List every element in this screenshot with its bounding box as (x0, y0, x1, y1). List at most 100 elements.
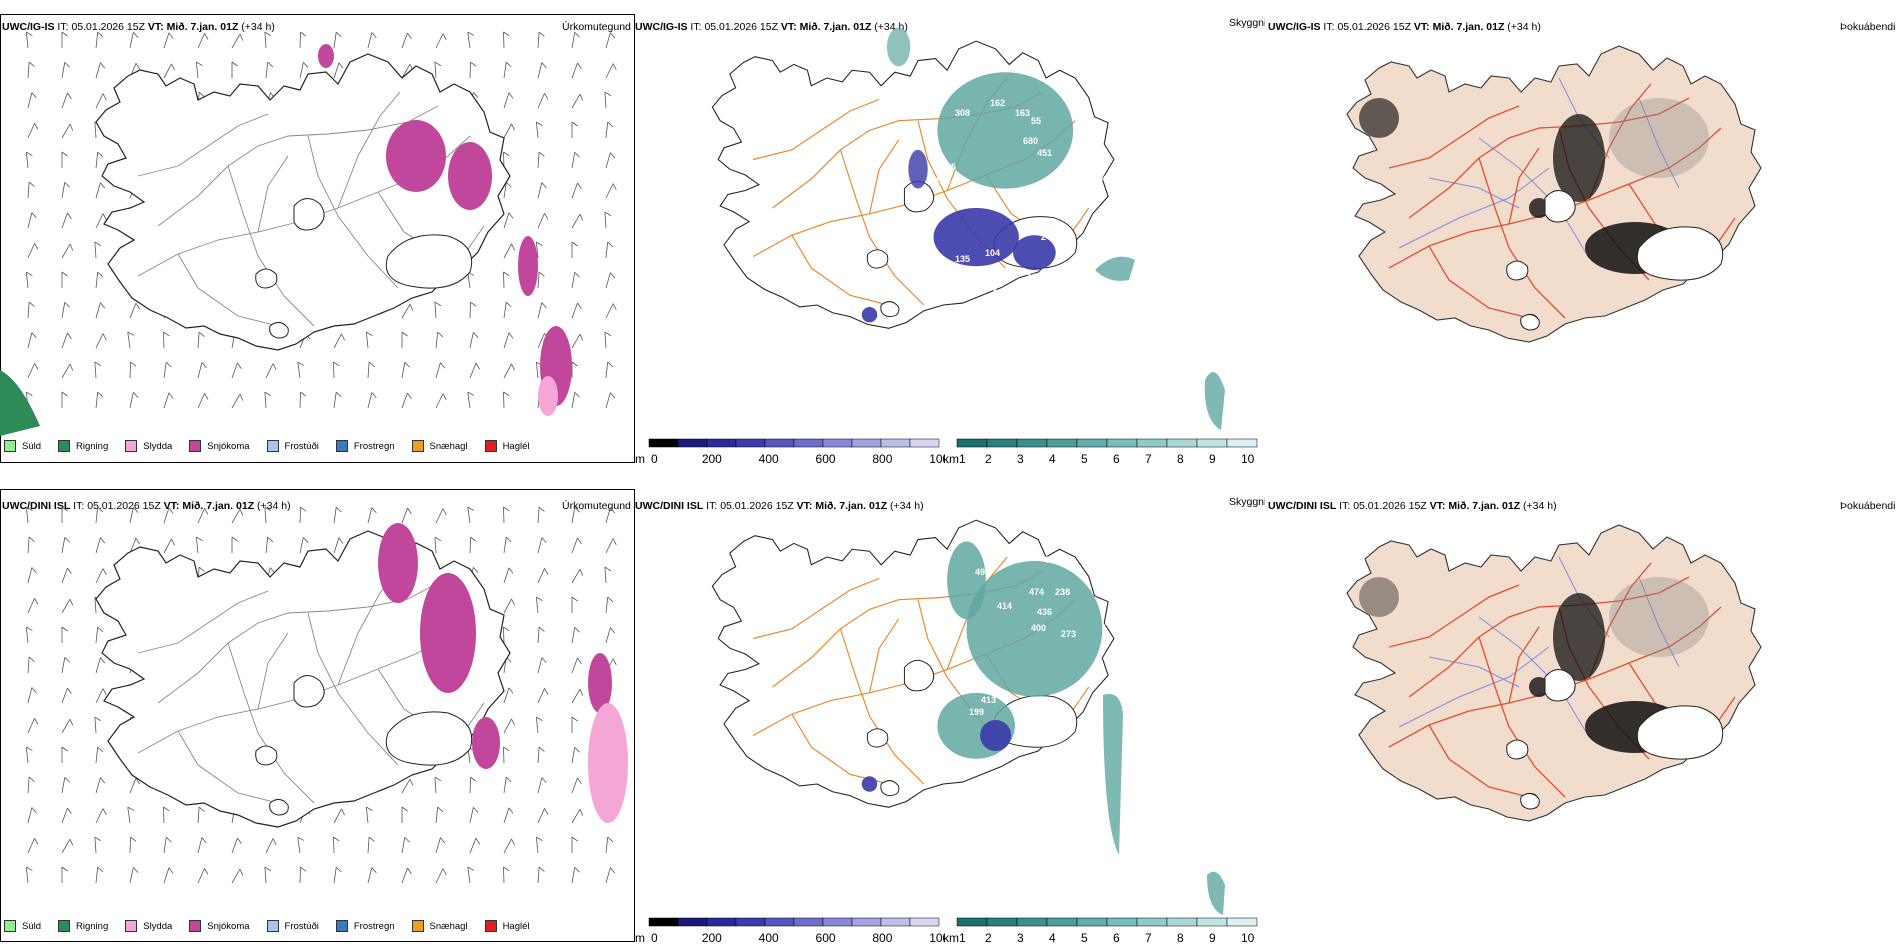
vt-value: Mið. 7.jan. 01Z (799, 21, 872, 33)
wind-barb (231, 536, 238, 553)
legend-item: Haglél (484, 440, 530, 452)
wind-barb (197, 868, 209, 884)
wind-barb (605, 152, 616, 169)
wind-barb (571, 866, 580, 884)
colorbar-segment (1046, 438, 1078, 448)
wind-barb (61, 536, 70, 554)
wind-barb (605, 303, 617, 319)
legend-item: Snæhagl (411, 920, 468, 932)
wind-barb (299, 866, 307, 884)
wind-barb (503, 506, 510, 524)
precip-type-map (0, 14, 635, 463)
wind-barb (537, 808, 549, 824)
model-name: UWC/DINI ISL (2, 500, 71, 512)
colorbar-segment (677, 917, 708, 927)
wind-barb (61, 718, 74, 734)
vt-value: Mið. 7.jan. 01Z (815, 500, 888, 512)
precip-type-legend: Súld Rigning Slydda Snjókoma Frostúði Frostre… (4, 920, 547, 932)
river-line (1428, 656, 1520, 688)
legend-item: Frostregn (335, 440, 395, 452)
wind-barb (27, 243, 39, 259)
wind-barb (27, 301, 35, 319)
road-line (137, 590, 269, 654)
legend-label: Rigning (76, 920, 109, 932)
vt-label: VT: (780, 21, 797, 33)
colorbar-segment (648, 438, 679, 448)
it-value: 05.01.2026 15Z (720, 500, 794, 512)
visibility-colorbar: km 1 2 3 4 5 6 7 8 9 10 (943, 916, 1263, 948)
wind-barb (94, 716, 102, 734)
wind-barb (61, 363, 74, 379)
wind-barb (503, 123, 515, 139)
wind-barb (503, 363, 515, 379)
wind-barb (95, 151, 104, 169)
wind-barb (365, 806, 373, 824)
colorbar-segment (735, 438, 766, 448)
cloud-base-area (861, 306, 878, 323)
wind-barb (503, 807, 514, 824)
colorbar-tick-label: 1000 (929, 452, 945, 466)
colorbar-tick-label: 800 (872, 931, 892, 945)
wind-barb (434, 776, 442, 794)
wind-barb (571, 391, 580, 409)
wind-barb (197, 508, 209, 524)
snow-area (386, 120, 446, 192)
wind-barb (197, 362, 207, 379)
cloud-base-label: 395 (1093, 158, 1108, 168)
wind-barb (469, 61, 477, 79)
cloud-base-label: 218 (1105, 617, 1120, 627)
colorbar-segment (764, 917, 795, 927)
wind-barb (61, 838, 74, 854)
legend-label: Haglél (502, 920, 530, 932)
legend-label: Snæhagl (429, 920, 468, 932)
wind-barb (27, 212, 37, 229)
wind-barb (535, 241, 543, 259)
river-line (1428, 177, 1520, 209)
wind-barb (503, 181, 512, 199)
wind-barb (163, 331, 170, 349)
wind-barb (537, 93, 549, 109)
wind-barb (129, 32, 139, 49)
row2-precip-header: UWC/DINI ISL IT: 05.01.2026 15Z VT: Mið.… (2, 500, 291, 512)
wind-barb (435, 362, 446, 379)
wind-barb (95, 31, 104, 49)
legend-label: Slydda (143, 440, 173, 452)
fog-area (1553, 114, 1605, 202)
road-line (157, 105, 439, 227)
wind-barb (61, 598, 74, 614)
legend-swatch (411, 440, 424, 452)
colorbar-tick-label: 3 (1017, 452, 1024, 466)
wind-barb (265, 838, 277, 854)
rain-area (0, 370, 40, 436)
vt-value: Mið. 7.jan. 01Z (1432, 21, 1505, 33)
wind-barb (127, 331, 135, 349)
wind-barb (537, 777, 547, 794)
wind-barb (503, 776, 512, 794)
lead-time: (+34 h) (1507, 21, 1541, 33)
road-line (177, 253, 279, 327)
glacier-langjokull (1544, 669, 1576, 702)
colorbar-segment (822, 438, 853, 448)
wind-barb (467, 506, 475, 524)
wind-barb (197, 331, 205, 349)
colorbar-tick-label: 2 (985, 931, 992, 945)
snow-area (318, 44, 334, 68)
wind-barb (605, 183, 617, 199)
wind-barb (299, 31, 307, 49)
cloud-base-label: 474 (1029, 587, 1044, 597)
colorbar-tick-label: 6 (1113, 452, 1120, 466)
wind-barb (401, 331, 408, 348)
colorbar-segment (677, 438, 708, 448)
glacier-myrdalsjokull (1520, 793, 1540, 810)
wind-barb (95, 391, 104, 409)
wind-barb (604, 566, 612, 584)
wind-barb (537, 182, 547, 199)
iceland-group (1346, 45, 1762, 343)
wind-barb (571, 271, 580, 289)
wind-barb (571, 361, 578, 378)
wind-barb (503, 92, 514, 109)
road-line (1428, 245, 1530, 319)
wind-barb (503, 301, 512, 319)
wind-barb (605, 867, 616, 884)
wind-barb (95, 271, 104, 289)
